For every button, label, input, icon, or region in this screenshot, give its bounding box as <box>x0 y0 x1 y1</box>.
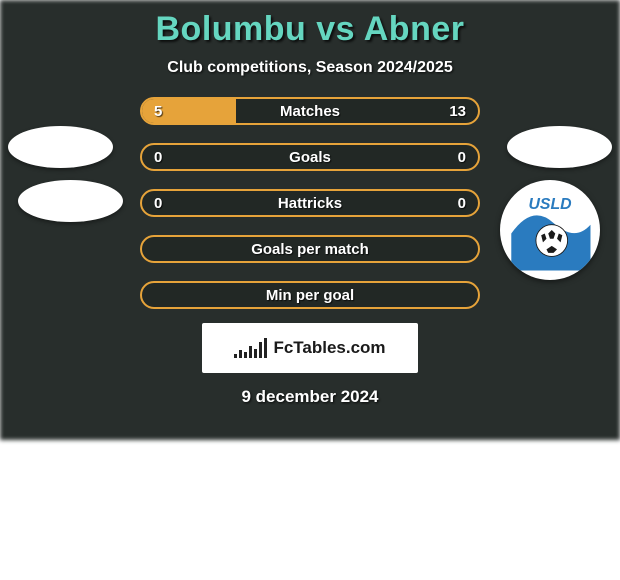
page-title: Bolumbu vs Abner <box>0 10 620 49</box>
footer-date: 9 december 2024 <box>0 387 620 407</box>
svg-text:USLD: USLD <box>528 196 571 213</box>
stat-label: Matches <box>142 103 478 120</box>
stat-right-value: 0 <box>446 149 466 166</box>
chart-bars-icon <box>234 338 267 358</box>
bar <box>239 350 242 358</box>
brand-text: FcTables.com <box>273 338 385 358</box>
comparison-card: Bolumbu vs Abner Club competitions, Seas… <box>0 0 620 440</box>
stat-label: Min per goal <box>142 287 478 304</box>
player-right-photo-1 <box>507 126 612 168</box>
stat-right-value: 13 <box>446 103 466 120</box>
stat-right-value: 0 <box>446 195 466 212</box>
bar <box>244 352 247 358</box>
stat-label: Hattricks <box>142 195 478 212</box>
stat-row-matches: 5 Matches 13 <box>140 97 480 125</box>
player-left-photo-1 <box>8 126 113 168</box>
stat-label: Goals <box>142 149 478 166</box>
stat-row-goals: 0 Goals 0 <box>140 143 480 171</box>
stat-row-hattricks: 0 Hattricks 0 <box>140 189 480 217</box>
brand-watermark: FcTables.com <box>202 323 418 373</box>
bar <box>254 349 257 358</box>
stat-label: Goals per match <box>142 241 478 258</box>
club-badge-usld: USLD <box>500 180 600 280</box>
stat-row-min-per-goal: Min per goal <box>140 281 480 309</box>
card-content: Bolumbu vs Abner Club competitions, Seas… <box>0 10 620 407</box>
stat-row-goals-per-match: Goals per match <box>140 235 480 263</box>
bar <box>264 338 267 358</box>
bar <box>259 342 262 358</box>
bar <box>249 346 252 358</box>
bar <box>234 354 237 358</box>
player-left-photo-2 <box>18 180 123 222</box>
usld-logo-icon: USLD <box>506 186 594 274</box>
subtitle: Club competitions, Season 2024/2025 <box>0 59 620 77</box>
